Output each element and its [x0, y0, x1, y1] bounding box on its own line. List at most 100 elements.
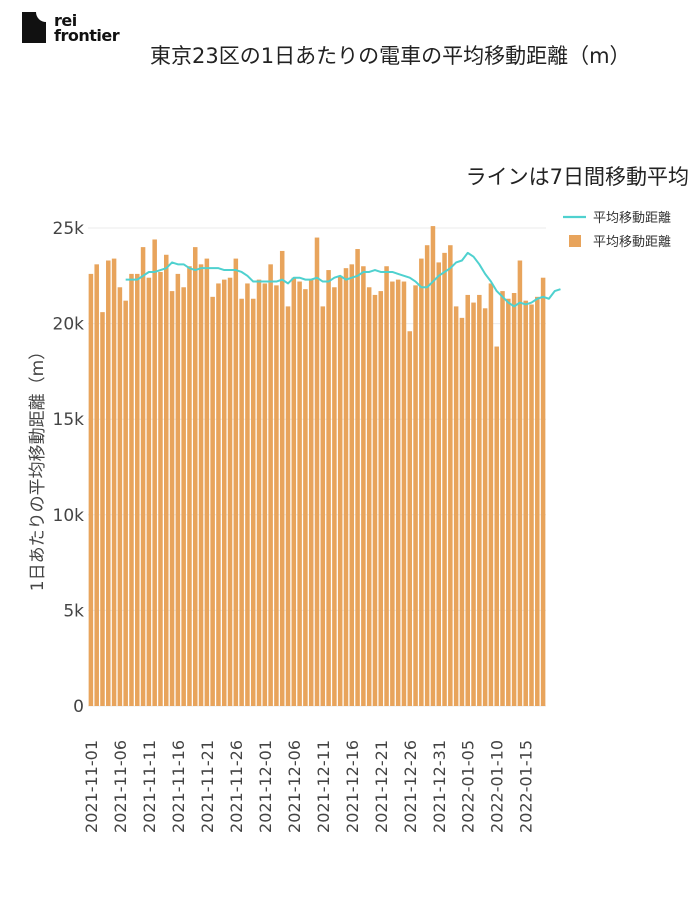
x-tick-label-10: 2021-12-21	[372, 740, 391, 833]
bar-38[interactable]	[308, 279, 314, 706]
bar-16[interactable]	[181, 287, 186, 706]
bar-59[interactable]	[430, 226, 436, 706]
x-tick-label-12: 2021-12-31	[430, 740, 449, 833]
bar-40[interactable]	[320, 306, 326, 706]
bar-53[interactable]	[395, 279, 401, 706]
moving-average-layer	[125, 251, 561, 308]
bar-68[interactable]	[482, 308, 488, 706]
bar-51[interactable]	[384, 266, 389, 706]
bar-41[interactable]	[326, 270, 331, 706]
bar-2[interactable]	[100, 312, 105, 706]
bar-43[interactable]	[337, 275, 343, 706]
bar-13[interactable]	[164, 254, 169, 706]
y-tick-label-5: 25k	[53, 219, 85, 239]
bar-71[interactable]	[500, 291, 505, 706]
bar-70[interactable]	[494, 346, 499, 706]
bar-69[interactable]	[488, 283, 494, 706]
bar-32[interactable]	[274, 285, 279, 706]
bar-49[interactable]	[372, 294, 378, 706]
bar-52[interactable]	[390, 281, 395, 706]
x-tick-label-4: 2021-11-21	[198, 740, 217, 833]
bar-67[interactable]	[477, 294, 482, 706]
bar-64[interactable]	[459, 317, 465, 706]
bar-56[interactable]	[413, 285, 418, 706]
bar-72[interactable]	[506, 298, 511, 706]
bar-74[interactable]	[517, 260, 523, 707]
bar-78[interactable]	[540, 277, 546, 706]
bar-6[interactable]	[123, 300, 128, 706]
bar-63[interactable]	[453, 306, 459, 706]
bar-0[interactable]	[88, 273, 94, 706]
bar-44[interactable]	[343, 268, 349, 706]
bar-1[interactable]	[94, 264, 99, 706]
x-tick-label-1: 2021-11-06	[111, 740, 130, 833]
legend[interactable]: 平均移動距離 平均移動距離	[563, 211, 671, 250]
bar-58[interactable]	[424, 245, 430, 706]
x-tick-label-8: 2021-12-11	[314, 740, 333, 833]
bar-29[interactable]	[256, 279, 262, 706]
bar-47[interactable]	[361, 266, 366, 706]
bar-75[interactable]	[523, 300, 528, 706]
bar-66[interactable]	[471, 302, 476, 706]
x-tick-label-6: 2021-12-01	[256, 740, 275, 833]
bar-14[interactable]	[169, 291, 175, 706]
logo-mark-icon	[22, 12, 46, 43]
y-tick-label-4: 20k	[53, 315, 85, 335]
bar-series	[88, 226, 546, 707]
bar-7[interactable]	[129, 273, 134, 706]
bar-15[interactable]	[175, 273, 181, 706]
bar-50[interactable]	[378, 291, 384, 706]
bar-54[interactable]	[401, 281, 407, 706]
bar-65[interactable]	[465, 294, 470, 706]
bar-35[interactable]	[291, 277, 297, 706]
bar-27[interactable]	[245, 283, 250, 706]
bar-18[interactable]	[192, 247, 198, 706]
bar-9[interactable]	[140, 247, 146, 706]
bar-61[interactable]	[442, 252, 447, 707]
bar-34[interactable]	[285, 306, 291, 706]
bar-76[interactable]	[529, 304, 534, 706]
bar-60[interactable]	[436, 262, 442, 706]
bar-25[interactable]	[233, 258, 239, 706]
bar-11[interactable]	[152, 239, 157, 706]
bar-20[interactable]	[204, 258, 210, 706]
bar-48[interactable]	[366, 287, 372, 706]
bar-4[interactable]	[111, 258, 117, 706]
x-tick-label-5: 2021-11-26	[227, 740, 246, 833]
bar-23[interactable]	[221, 279, 227, 706]
y-axis-ticks: 0 5k 10k 15k 20k 25k	[53, 219, 85, 717]
bar-22[interactable]	[216, 283, 221, 706]
bar-39[interactable]	[314, 237, 320, 706]
bar-55[interactable]	[407, 331, 413, 706]
bar-62[interactable]	[448, 245, 453, 706]
bar-8[interactable]	[135, 273, 140, 706]
bar-28[interactable]	[250, 298, 256, 706]
bar-12[interactable]	[158, 271, 163, 706]
bar-5[interactable]	[117, 287, 123, 706]
legend-bar-label[interactable]: 平均移動距離	[593, 235, 671, 250]
bar-24[interactable]	[227, 277, 233, 706]
bar-46[interactable]	[355, 249, 360, 706]
bar-33[interactable]	[279, 250, 285, 706]
bar-37[interactable]	[303, 289, 308, 706]
x-tick-label-0: 2021-11-01	[82, 740, 101, 833]
moving-average-line[interactable]	[125, 251, 561, 308]
bar-77[interactable]	[535, 296, 540, 706]
y-tick-label-0: 0	[73, 697, 84, 717]
bar-26[interactable]	[239, 298, 244, 706]
bar-30[interactable]	[262, 283, 268, 706]
bar-45[interactable]	[349, 264, 355, 706]
bar-17[interactable]	[187, 266, 192, 706]
chart-subtitle: ラインは7日間移動平均	[465, 165, 689, 189]
bar-3[interactable]	[106, 260, 111, 707]
bar-10[interactable]	[146, 277, 152, 706]
bar-19[interactable]	[198, 264, 204, 706]
bar-31[interactable]	[268, 264, 273, 706]
bar-42[interactable]	[332, 287, 337, 706]
bar-73[interactable]	[511, 293, 517, 706]
bar-21[interactable]	[210, 296, 215, 706]
bar-36[interactable]	[297, 281, 302, 706]
legend-line-label[interactable]: 平均移動距離	[593, 211, 671, 226]
bar-57[interactable]	[419, 258, 424, 706]
